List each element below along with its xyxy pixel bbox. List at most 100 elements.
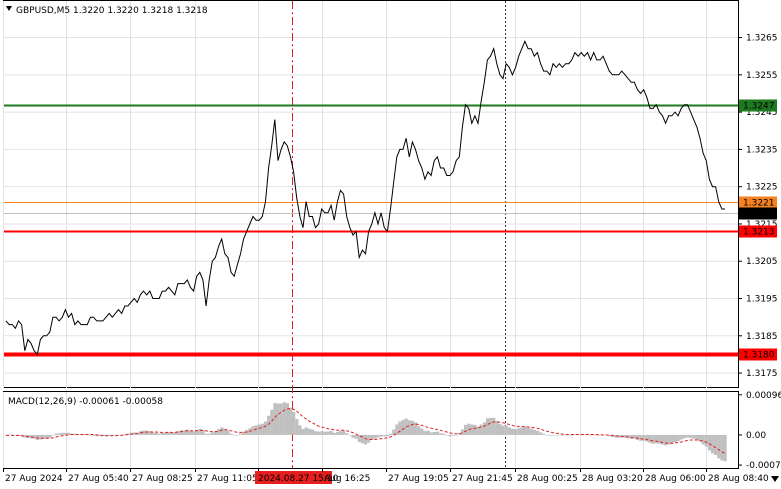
- macd-histogram-bar: [467, 423, 471, 435]
- macd-histogram-bar: [176, 431, 180, 435]
- price-tick-label: 1.3215: [746, 220, 778, 230]
- macd-histogram-bar: [207, 433, 211, 435]
- macd-histogram-bar: [610, 434, 615, 438]
- macd-histogram-bar: [92, 434, 96, 436]
- macd-histogram-bar: [310, 429, 315, 435]
- macd-histogram-bar: [651, 434, 655, 444]
- macd-histogram-bar: [698, 434, 702, 442]
- macd-histogram-bar: [51, 434, 55, 436]
- macd-histogram-bar: [326, 431, 330, 435]
- macd-histogram-bar: [217, 429, 221, 435]
- macd-histogram-bar: [370, 434, 374, 440]
- macd-histogram-bar: [63, 432, 68, 435]
- macd-histogram-bar: [520, 427, 524, 435]
- macd-histogram-bar: [398, 421, 402, 435]
- macd-histogram-bar: [145, 430, 149, 435]
- macd-histogram-bar: [542, 433, 546, 435]
- macd-histogram-bar: [573, 434, 577, 436]
- macd-histogram-bar: [439, 433, 443, 435]
- macd-histogram-bar: [676, 434, 680, 442]
- macd-histogram-bar: [717, 434, 721, 459]
- macd-histogram-bar: [73, 433, 77, 435]
- cursor-time-label-bg: [255, 471, 332, 484]
- macd-histogram-bar: [489, 417, 493, 435]
- macd-histogram-bar: [689, 434, 693, 438]
- macd-histogram-bar: [448, 434, 452, 437]
- macd-histogram-bar: [660, 434, 665, 445]
- macd-histogram-bar: [298, 425, 302, 435]
- macd-histogram-bar: [645, 434, 649, 442]
- macd-histogram-bar: [282, 402, 286, 435]
- macd-histogram-bar: [273, 403, 277, 435]
- macd-histogram-bar: [457, 433, 461, 435]
- macd-histogram-bar: [285, 403, 290, 435]
- macd-histogram-bar: [267, 415, 271, 435]
- macd-histogram-bar: [673, 434, 677, 443]
- macd-histogram-bar: [395, 424, 399, 435]
- macd-histogram-bar: [529, 428, 533, 435]
- macd-histogram-bar: [95, 434, 99, 437]
- macd-histogram-bar: [607, 434, 612, 437]
- macd-histogram-bar: [635, 434, 640, 440]
- macd-histogram-bar: [567, 434, 571, 436]
- macd-histogram-bar: [445, 434, 449, 436]
- macd-tick-label: 0.00096: [746, 391, 781, 401]
- macd-histogram-bar: [657, 434, 662, 444]
- price-tick-label: 1.3195: [746, 295, 778, 305]
- macd-histogram-bar: [695, 434, 699, 440]
- time-tick-label: 27 Aug 2024: [5, 474, 63, 484]
- macd-histogram-bar: [560, 434, 565, 436]
- macd-histogram-bar: [348, 434, 352, 436]
- macd-histogram-bar: [157, 433, 161, 435]
- macd-histogram-bar: [692, 434, 696, 439]
- price-level-tag-label: 1.3213: [743, 228, 775, 238]
- macd-histogram-bar: [629, 434, 633, 439]
- macd-histogram-bar: [570, 434, 574, 436]
- macd-histogram-bar: [423, 431, 427, 435]
- macd-histogram-bar: [304, 427, 308, 435]
- macd-histogram-bar: [420, 428, 424, 435]
- macd-histogram-bar: [201, 429, 205, 435]
- macd-histogram-bar: [682, 434, 687, 439]
- price-level-tag: [739, 99, 777, 112]
- macd-histogram-bar: [88, 434, 93, 436]
- macd-histogram-bar: [704, 434, 708, 447]
- macd-histogram-bar: [42, 434, 46, 439]
- macd-histogram-bar: [392, 429, 396, 435]
- macd-histogram-bar: [510, 428, 515, 435]
- macd-histogram-bar: [526, 427, 530, 435]
- dropdown-triangle-icon[interactable]: [6, 6, 12, 11]
- macd-histogram-bar: [379, 434, 383, 437]
- macd-histogram-bar: [707, 434, 712, 451]
- macd-histogram-bar: [7, 434, 11, 436]
- macd-histogram-bar: [557, 434, 562, 436]
- time-tick-label: 27 Aug 05:40: [68, 474, 129, 484]
- price-series-line: [5, 40, 725, 356]
- macd-histogram-bar: [517, 428, 521, 435]
- macd-histogram-bar: [373, 434, 377, 439]
- price-tick-label: 1.3205: [746, 257, 778, 267]
- macd-histogram-bar: [723, 434, 727, 462]
- macd-histogram-bar: [82, 434, 86, 435]
- macd-histogram-bar: [495, 420, 499, 435]
- macd-histogram-bar: [98, 434, 102, 437]
- scroll-down-icon[interactable]: [771, 476, 779, 482]
- macd-histogram-bar: [554, 434, 558, 436]
- macd-histogram-bar: [135, 432, 139, 435]
- macd-tick-label: 0.00: [746, 431, 766, 441]
- time-tick-label: 27 Aug 08:25: [132, 474, 193, 484]
- macd-histogram-bar: [292, 411, 296, 435]
- macd-histogram-bar: [414, 422, 418, 435]
- macd-histogram-bar: [417, 426, 421, 435]
- macd-histogram-bar: [242, 431, 246, 435]
- macd-histogram-bar: [714, 434, 718, 456]
- macd-histogram-bar: [382, 434, 386, 437]
- price-tick-label: 1.3235: [746, 145, 778, 155]
- macd-histogram-bar: [454, 434, 458, 436]
- macd-histogram-bar: [507, 427, 511, 435]
- macd-histogram-bar: [188, 430, 193, 435]
- macd-histogram-bar: [167, 432, 171, 435]
- macd-histogram-bar: [685, 434, 690, 438]
